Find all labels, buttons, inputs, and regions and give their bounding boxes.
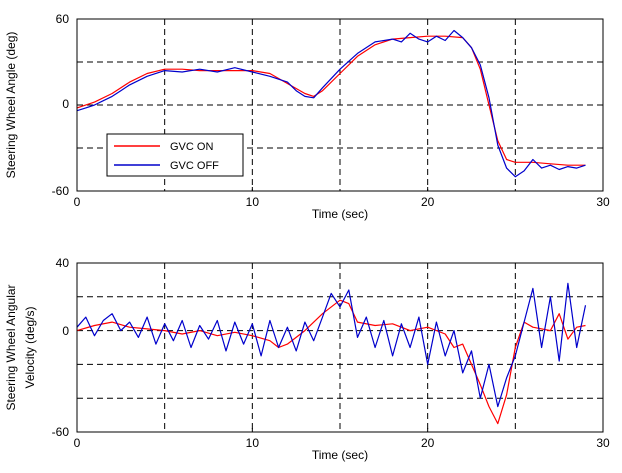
x-axis-label: Time (sec) bbox=[312, 448, 368, 462]
legend: GVC ON GVC OFF bbox=[106, 133, 244, 177]
x-tick-label: 30 bbox=[596, 436, 610, 450]
x-tick-label: 30 bbox=[596, 195, 610, 209]
y-axis-label: Steering Wheel Angle (deg) bbox=[4, 32, 18, 179]
legend-label-gvc-off: GVC OFF bbox=[170, 160, 219, 172]
y-axis-label-line2: Velocity (deg/s) bbox=[23, 306, 37, 388]
legend-box bbox=[106, 133, 244, 177]
chart-angular-velocity: 0 10 20 30 40 0 -60 Time (sec) Steering Wheel An… bbox=[4, 256, 610, 462]
x-tick-label: 0 bbox=[74, 195, 81, 209]
y-tick-label: -60 bbox=[52, 184, 70, 198]
x-tick-label: 10 bbox=[246, 436, 260, 450]
x-tick-label: 10 bbox=[246, 195, 260, 209]
plot-frame bbox=[76, 18, 604, 192]
series-line-gvc-on bbox=[76, 35, 586, 166]
y-tick-label: 0 bbox=[62, 324, 69, 338]
chart-steering-angle: 0 10 20 30 60 0 -60 Time (sec) Steering Wheel An… bbox=[4, 12, 610, 221]
y-tick-label: 0 bbox=[62, 97, 69, 111]
y-axis-label-line1: Steering Wheel Angular bbox=[4, 284, 18, 410]
series-line-gvc-off bbox=[76, 282, 587, 408]
series-line-gvc-off bbox=[76, 29, 586, 178]
series-line-gvc-on bbox=[76, 299, 586, 425]
x-axis-label: Time (sec) bbox=[312, 207, 368, 221]
plot-frame bbox=[76, 262, 604, 433]
x-tick-label: 0 bbox=[74, 436, 81, 450]
legend-label-gvc-on: GVC ON bbox=[170, 141, 213, 153]
x-tick-label: 20 bbox=[421, 436, 435, 450]
x-tick-label: 20 bbox=[421, 195, 435, 209]
y-tick-label: 40 bbox=[56, 256, 70, 270]
y-tick-label: -60 bbox=[52, 425, 70, 439]
y-tick-label: 60 bbox=[56, 12, 70, 26]
